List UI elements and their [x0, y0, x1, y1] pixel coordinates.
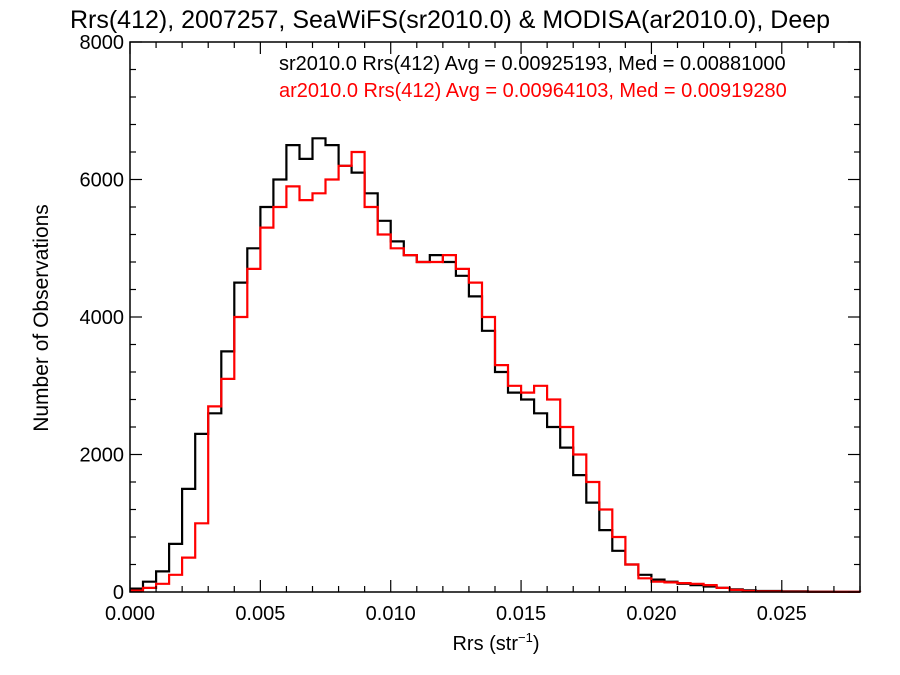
series-layer — [130, 137, 862, 593]
y-tick-label: 8000 — [80, 32, 125, 54]
series-line-1 — [130, 150, 862, 593]
annotation-ar2010: ar2010.0 Rrs(412) Avg = 0.00964103, Med … — [279, 80, 787, 102]
x-axis-label-close: ) — [533, 633, 540, 655]
x-axis-label-sup: −1 — [518, 630, 533, 645]
x-tick-label: 0.015 — [496, 603, 546, 625]
y-axis-label: Number of Observations — [30, 204, 53, 432]
chart-title: Rrs(412), 2007257, SeaWiFS(sr2010.0) & M… — [70, 6, 830, 34]
annotation-sr2010: sr2010.0 Rrs(412) Avg = 0.00925193, Med … — [279, 53, 786, 75]
x-axis-label-main: Rrs (str — [452, 633, 518, 655]
y-tick-label: 6000 — [80, 170, 125, 192]
x-axis-label: Rrs (str−1) — [452, 630, 539, 655]
x-tick-label: 0.010 — [366, 603, 416, 625]
x-tick-label: 0.020 — [626, 603, 676, 625]
x-tick-label: 0.000 — [105, 603, 155, 625]
x-tick-label: 0.025 — [757, 603, 807, 625]
y-tick-label: 0 — [113, 582, 124, 604]
y-tick-label: 4000 — [80, 307, 125, 329]
axes-layer: 0.000 0.005 0.010 0.015 0.020 0.025 0 2000 4000 6… — [80, 32, 861, 625]
x-tick-label: 0.005 — [235, 603, 285, 625]
y-tick-label: 2000 — [80, 445, 125, 467]
